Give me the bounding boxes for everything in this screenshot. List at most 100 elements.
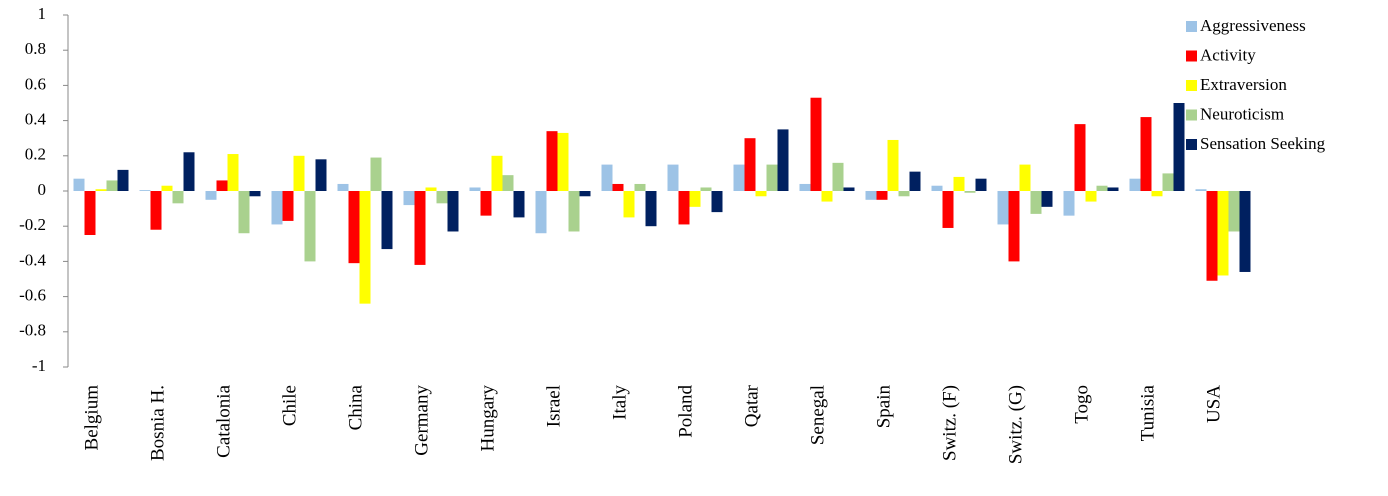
bar [733, 164, 745, 191]
bar [843, 187, 855, 191]
bar [887, 139, 899, 191]
legend-label: Extraversion [1200, 75, 1287, 94]
legend-label: Aggressiveness [1200, 16, 1306, 35]
bar [1008, 191, 1020, 262]
bar [865, 191, 877, 200]
bar [84, 191, 96, 235]
x-tick-label: Qatar [741, 384, 762, 427]
bar [359, 191, 371, 304]
bar [832, 162, 844, 191]
bar [1030, 191, 1042, 214]
bar [73, 178, 85, 191]
bar [337, 183, 349, 191]
bar [755, 191, 767, 197]
bar [821, 191, 833, 202]
bar [414, 191, 426, 265]
x-tick-label: Bosnia H. [147, 385, 168, 461]
bar [513, 191, 525, 218]
legend-swatch [1186, 80, 1197, 91]
bar [667, 164, 679, 191]
bar [1217, 191, 1229, 276]
bar [1085, 191, 1097, 202]
y-tick-label: -0.4 [19, 250, 46, 269]
bar [249, 191, 261, 197]
bar [1019, 164, 1031, 191]
bar [876, 191, 888, 200]
bar [227, 154, 239, 191]
bar [1107, 187, 1119, 191]
bar [381, 191, 393, 250]
bar [700, 187, 712, 191]
bar [1096, 185, 1108, 191]
bar [348, 191, 360, 264]
bar [931, 185, 943, 191]
legend-swatch [1186, 50, 1197, 62]
bar [1239, 191, 1251, 272]
bar [491, 155, 503, 191]
bar [546, 131, 558, 191]
x-tick-label: Senegal [807, 385, 828, 445]
y-tick-label: 0.2 [25, 145, 46, 164]
bar [172, 191, 184, 204]
bar [216, 180, 228, 191]
bar [1041, 191, 1053, 207]
bar [1173, 103, 1185, 191]
bar [909, 171, 921, 191]
bar [1206, 191, 1218, 281]
legend-label: Activity [1200, 45, 1256, 64]
bar [1140, 117, 1152, 191]
x-tick-label: Germany [411, 385, 432, 456]
bar [293, 155, 305, 191]
y-tick-label: -0.8 [19, 321, 46, 340]
legend-swatch [1186, 139, 1197, 150]
bar [95, 189, 107, 191]
legend-swatch [1186, 109, 1197, 121]
x-tick-label: USA [1203, 385, 1224, 423]
bar [535, 191, 547, 234]
bar [370, 157, 382, 191]
bar [1063, 191, 1075, 216]
bar [711, 191, 723, 213]
bar [645, 191, 657, 227]
x-tick-label: Togo [1071, 385, 1092, 424]
bar [1162, 173, 1174, 191]
bar [623, 191, 635, 218]
bar [1228, 191, 1240, 232]
y-tick-label: 0.4 [25, 110, 47, 129]
bar [183, 152, 195, 191]
bar [117, 169, 129, 191]
bar [810, 97, 822, 191]
x-tick-label: Poland [675, 385, 696, 438]
bar [271, 191, 283, 225]
x-tick-label: Hungary [477, 385, 498, 452]
x-tick-label: Israel [543, 385, 564, 427]
bar [1195, 189, 1207, 191]
x-tick-label: Tunisia [1137, 384, 1158, 441]
bar [315, 159, 327, 191]
bar [612, 183, 624, 191]
bar [1074, 124, 1086, 191]
x-tick-label: Chile [279, 385, 300, 426]
bar [447, 191, 459, 232]
bar [304, 191, 316, 262]
bar [1151, 191, 1163, 197]
legend-label: Neuroticism [1200, 104, 1284, 123]
x-tick-label: Italy [609, 385, 630, 420]
bar [997, 191, 1009, 225]
bar [238, 191, 250, 234]
bar [601, 164, 613, 191]
bar [436, 191, 448, 204]
bar [568, 191, 580, 232]
bar [106, 180, 118, 191]
legend-swatch [1186, 21, 1197, 32]
legend-label: Sensation Seeking [1200, 134, 1326, 153]
y-tick-label: 0 [38, 180, 47, 199]
bar [403, 191, 415, 206]
bar [898, 191, 910, 197]
x-tick-label: China [345, 384, 366, 430]
bar [502, 175, 514, 191]
y-tick-label: 0.8 [25, 39, 46, 58]
bar [139, 190, 151, 191]
bar [469, 187, 481, 191]
